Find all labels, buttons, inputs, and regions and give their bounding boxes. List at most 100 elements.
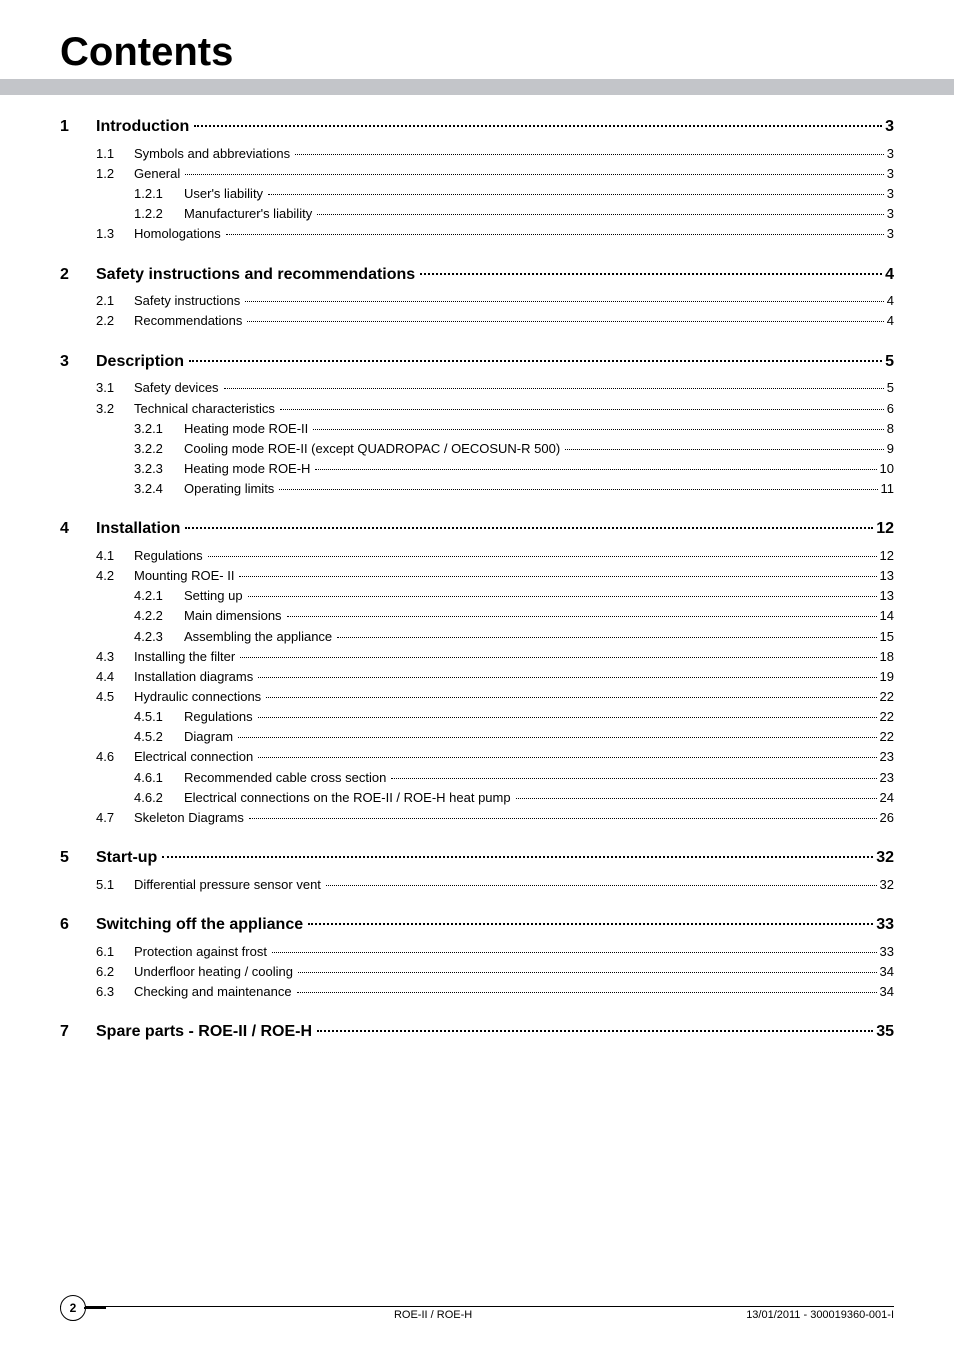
toc-entry-page: 10 xyxy=(878,459,894,479)
toc-entry-number: 4 xyxy=(60,517,96,542)
toc-entry-number: 6.2 xyxy=(96,962,134,982)
toc-entry-label: Underfloor heating / cooling xyxy=(134,962,297,982)
toc-entry-page: 33 xyxy=(874,913,894,938)
toc-entry: 1.3Homologations3 xyxy=(60,224,894,244)
toc-entry-number: 4.2.3 xyxy=(134,627,184,647)
toc-entry-number: 3 xyxy=(60,350,96,375)
toc-entry-label: Manufacturer's liability xyxy=(184,204,316,224)
toc-entry-number: 4.2.2 xyxy=(134,606,184,626)
toc-entry-page: 5 xyxy=(885,378,894,398)
toc-entry-label: Installing the filter xyxy=(134,647,239,667)
toc-entry-page: 19 xyxy=(878,667,894,687)
toc-entry-label: Recommended cable cross section xyxy=(184,768,390,788)
toc-entry: 1.2General3 xyxy=(60,164,894,184)
toc-entry-page: 35 xyxy=(874,1020,894,1045)
toc-entry-label: Recommendations xyxy=(134,311,246,331)
toc-entry: 6.1Protection against frost33 xyxy=(60,942,894,962)
toc-entry: 2.2Recommendations 4 xyxy=(60,311,894,331)
toc-leader xyxy=(295,154,884,155)
toc-leader xyxy=(239,576,876,577)
toc-entry: 4.5Hydraulic connections 22 xyxy=(60,687,894,707)
toc-entry: 3.2.1Heating mode ROE-II8 xyxy=(60,419,894,439)
toc-entry-number: 4.6.1 xyxy=(134,768,184,788)
toc-entry-label: Electrical connections on the ROE-II / R… xyxy=(184,788,515,808)
toc-entry-number: 3.2.4 xyxy=(134,479,184,499)
footer-divider xyxy=(60,1306,894,1307)
toc-entry-label: Description xyxy=(96,350,188,375)
toc-entry-page: 32 xyxy=(874,846,894,871)
toc-entry-number: 6 xyxy=(60,913,96,938)
toc-entry-number: 1.3 xyxy=(96,224,134,244)
toc-entry-number: 5 xyxy=(60,846,96,871)
toc-leader xyxy=(240,657,876,658)
toc-entry-number: 3.2.1 xyxy=(134,419,184,439)
toc-entry: 4.5.1Regulations22 xyxy=(60,707,894,727)
toc-leader xyxy=(226,234,884,235)
toc-entry-number: 2.2 xyxy=(96,311,134,331)
toc-entry-label: Differential pressure sensor vent xyxy=(134,875,325,895)
toc-entry: 4.1Regulations12 xyxy=(60,546,894,566)
footer-center-text: ROE-II / ROE-H xyxy=(120,1309,746,1321)
toc-entry-number: 1 xyxy=(60,115,96,140)
table-of-contents: 1Introduction31.1Symbols and abbreviatio… xyxy=(60,115,894,1045)
toc-entry-page: 4 xyxy=(883,263,894,288)
toc-leader xyxy=(308,923,873,925)
toc-leader xyxy=(245,301,884,302)
toc-entry-page: 33 xyxy=(878,942,894,962)
toc-entry-number: 4.3 xyxy=(96,647,134,667)
toc-entry-page: 3 xyxy=(885,144,894,164)
toc-entry-page: 3 xyxy=(883,115,894,140)
toc-entry-number: 3.2.2 xyxy=(134,439,184,459)
toc-entry: 4.2Mounting ROE- II13 xyxy=(60,566,894,586)
toc-entry: 4.3Installing the filter 18 xyxy=(60,647,894,667)
toc-entry-label: Symbols and abbreviations xyxy=(134,144,294,164)
toc-entry-number: 3.2.3 xyxy=(134,459,184,479)
toc-entry: 6Switching off the appliance33 xyxy=(60,913,894,938)
toc-leader xyxy=(258,677,876,678)
toc-leader xyxy=(287,616,877,617)
toc-entry: 2Safety instructions and recommendations… xyxy=(60,263,894,288)
toc-entry-label: Installation diagrams xyxy=(134,667,257,687)
toc-entry-page: 22 xyxy=(878,727,894,747)
toc-entry-label: Safety devices xyxy=(134,378,223,398)
toc-leader xyxy=(194,125,882,127)
toc-entry-page: 3 xyxy=(885,164,894,184)
page-title: Contents xyxy=(60,30,894,75)
footer-right-text: 13/01/2011 - 300019360-001-I xyxy=(746,1309,894,1321)
toc-leader xyxy=(565,449,884,450)
toc-entry-page: 34 xyxy=(878,962,894,982)
toc-entry-number: 4.6 xyxy=(96,747,134,767)
toc-entry-page: 5 xyxy=(883,350,894,375)
toc-entry-number: 6.3 xyxy=(96,982,134,1002)
toc-entry-number: 4.2.1 xyxy=(134,586,184,606)
toc-leader xyxy=(238,737,876,738)
toc-entry-page: 24 xyxy=(878,788,894,808)
toc-entry: 1Introduction3 xyxy=(60,115,894,140)
toc-entry-number: 4.5.2 xyxy=(134,727,184,747)
toc-entry-label: Skeleton Diagrams xyxy=(134,808,248,828)
toc-entry-number: 3.2 xyxy=(96,399,134,419)
toc-entry-page: 22 xyxy=(878,687,894,707)
toc-entry-number: 4.2 xyxy=(96,566,134,586)
toc-entry-number: 4.5 xyxy=(96,687,134,707)
toc-entry-number: 4.1 xyxy=(96,546,134,566)
toc-entry-label: Hydraulic connections xyxy=(134,687,265,707)
toc-leader xyxy=(249,818,877,819)
toc-entry-label: Heating mode ROE-H xyxy=(184,459,314,479)
toc-entry-page: 4 xyxy=(885,311,894,331)
toc-entry: 3.2.2Cooling mode ROE-II (except QUADROP… xyxy=(60,439,894,459)
toc-entry: 4Installation12 xyxy=(60,517,894,542)
toc-entry-page: 9 xyxy=(885,439,894,459)
toc-entry-number: 4.7 xyxy=(96,808,134,828)
toc-entry-page: 18 xyxy=(878,647,894,667)
toc-entry-number: 4.4 xyxy=(96,667,134,687)
toc-leader xyxy=(420,273,882,275)
toc-leader xyxy=(224,388,884,389)
toc-entry: 3Description 5 xyxy=(60,350,894,375)
toc-entry-number: 7 xyxy=(60,1020,96,1045)
toc-entry-number: 5.1 xyxy=(96,875,134,895)
toc-entry-label: Electrical connection xyxy=(134,747,257,767)
toc-entry: 6.3Checking and maintenance34 xyxy=(60,982,894,1002)
toc-entry-label: Homologations xyxy=(134,224,225,244)
toc-leader xyxy=(298,972,877,973)
